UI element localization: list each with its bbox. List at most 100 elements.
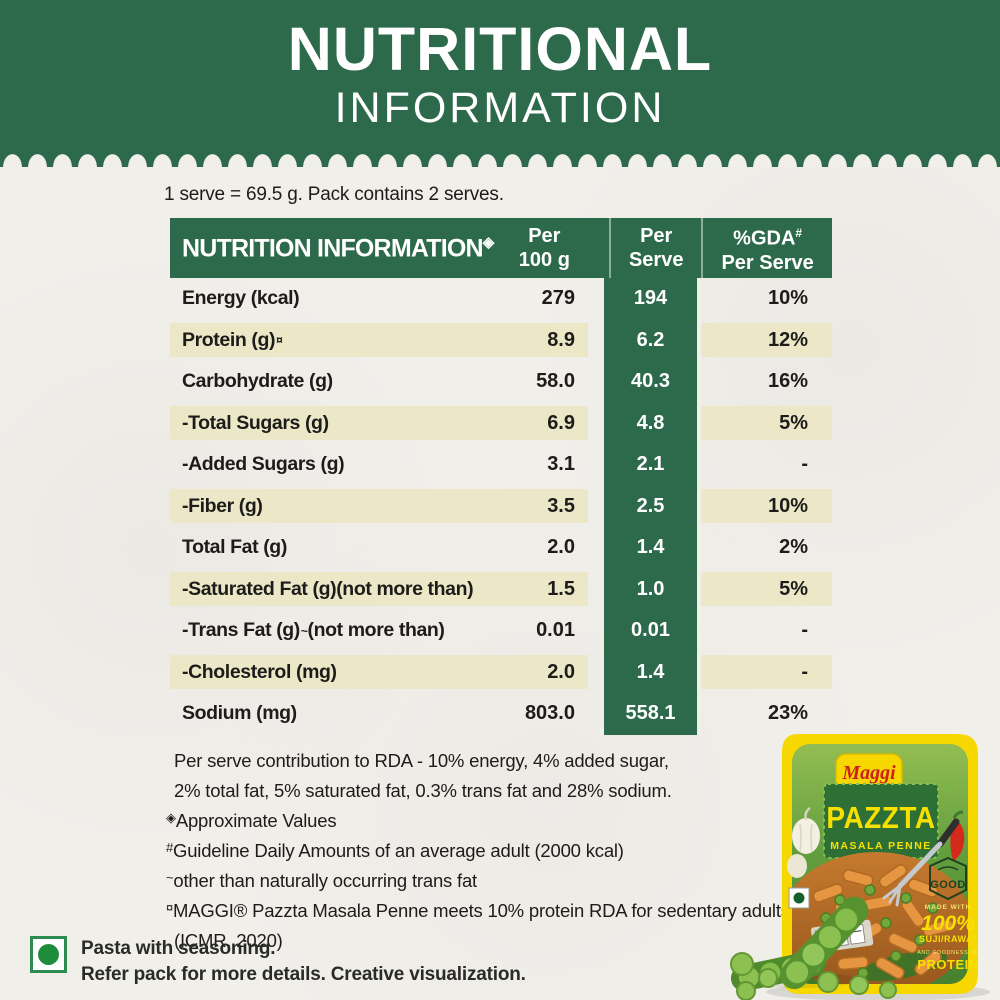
claim-suji-rawa: SUJI/RAWA* <box>919 934 977 944</box>
good-badge: GOOD <box>929 856 967 901</box>
nutrient-label: Carbohydrate (g) <box>182 370 333 393</box>
product-pack-illustration: Maggi PAZZTA MASALA PENNE <box>730 734 990 1000</box>
good-badge-text: GOOD <box>930 879 966 891</box>
pazzta-wordmark: PAZZTA <box>826 801 935 836</box>
footnote-line: ~other than naturally occurring trans fa… <box>166 870 477 891</box>
per-serve-value: 4.8 <box>600 402 701 444</box>
per-serve-value: 1.0 <box>600 568 701 610</box>
column-header-gda: %GDA# Per Serve <box>721 226 814 274</box>
made-with-text: MADE WITH <box>925 904 972 911</box>
gda-value: 5% <box>701 568 832 610</box>
variant-text: MASALA PENNE <box>830 840 932 852</box>
disclaimer-line2: Refer pack for more details. Creative vi… <box>81 964 526 985</box>
nutrient-label: Total Fat (g) <box>182 536 287 559</box>
banner-title-line2: INFORMATION <box>334 83 666 132</box>
per-100g-value: 3.1 <box>547 453 575 476</box>
table-row: -Fiber (g) 3.5 2.5 10% <box>170 485 832 527</box>
gda-value: 5% <box>701 402 832 444</box>
table-title-text: NUTRITION INFORMATION <box>182 234 484 263</box>
footnote-line: #Guideline Daily Amounts of an average a… <box>166 840 624 861</box>
claim-100pct: 100% <box>921 912 975 935</box>
approximate-symbol: ◈ <box>482 233 495 251</box>
footnote-line: (ICMR, 2020) <box>174 930 283 951</box>
table-row: Sodium (mg) 803.0 558.1 23% <box>170 693 832 735</box>
product-pack: Maggi PAZZTA MASALA PENNE <box>728 728 1000 1000</box>
per-serve-value: 1.4 <box>600 651 701 693</box>
nutrient-label: Protein (g) ¤ <box>170 319 483 361</box>
per-serve-value: 6.2 <box>600 319 701 361</box>
gda-value: 10% <box>767 287 808 310</box>
table-title: NUTRITION INFORMATION◈ <box>170 233 494 263</box>
per-serve-value: 2.1 <box>600 444 701 486</box>
per-100g-value: 2.0 <box>547 536 575 559</box>
per-100g-value: 803.0 <box>524 702 575 725</box>
gda-value: 2% <box>779 536 808 559</box>
per-serve-value: 1.4 <box>600 527 701 569</box>
garlic-icon <box>787 806 820 878</box>
nutrient-label: -Cholesterol (mg) <box>170 651 483 693</box>
footnote-line: ¤MAGGI® Pazzta Masala Penne meets 10% pr… <box>166 900 790 921</box>
table-row: -Total Sugars (g) 6.9 4.8 5% <box>170 402 832 444</box>
footnote-line: ◈Approximate Values <box>166 810 337 831</box>
nutrient-label: Energy (kcal) <box>182 287 300 310</box>
per-serve-value: 40.3 <box>600 361 701 403</box>
per-100g-value: 279 <box>541 287 575 310</box>
table-row: -Trans Fat (g) ~ (not more than) 0.01 0.0… <box>170 610 832 652</box>
nutrient-label: -Saturated Fat (g)(not more than) <box>170 568 483 610</box>
pea-pods <box>730 896 897 1000</box>
table-row: Carbohydrate (g) 58.0 40.3 16% <box>170 361 832 403</box>
nutrient-label: -Added Sugars (g) <box>182 453 345 476</box>
per-100g-value: 1.5 <box>483 568 588 610</box>
scalloped-edge <box>0 150 1000 167</box>
table-row: Energy (kcal) 279 194 10% <box>170 278 832 320</box>
per-100g-value: 58.0 <box>536 370 575 393</box>
disclaimer-text: Pasta with seasoning. Refer pack for mor… <box>81 936 526 988</box>
per-serve-value: 2.5 <box>600 485 701 527</box>
per-100g-value: 0.01 <box>536 619 575 642</box>
table-row: Protein (g) ¤ 8.9 6.2 12% <box>170 319 832 361</box>
footnotes: Per serve contribution to RDA - 10% ener… <box>166 744 790 954</box>
banner: NUTRITIONAL INFORMATION <box>0 0 1000 150</box>
table-row: -Added Sugars (g) 3.1 2.1 - <box>170 444 832 486</box>
gda-value: 12% <box>701 319 832 361</box>
table-header: NUTRITION INFORMATION◈ Per 100 g Per Serve… <box>170 218 832 278</box>
nutrient-label: -Fiber (g) <box>170 485 483 527</box>
per-100g-value: 6.9 <box>483 402 588 444</box>
vegetarian-mark-icon <box>30 936 67 973</box>
pazzta-stamp: PAZZTA MASALA PENNE <box>823 783 939 859</box>
gda-value: - <box>701 651 832 693</box>
per-serve-value: 0.01 <box>600 610 701 652</box>
pack-veg-mark-icon <box>788 887 810 909</box>
claim-protein: PROTEIN <box>917 957 978 972</box>
footnote-line: Per serve contribution to RDA - 10% ener… <box>174 750 669 771</box>
table-row: -Saturated Fat (g)(not more than) 1.5 1.… <box>170 568 832 610</box>
per-100g-value: 2.0 <box>483 651 588 693</box>
per-100g-value: 8.9 <box>483 319 588 361</box>
gda-value: 23% <box>767 702 808 725</box>
nutrient-label: Sodium (mg) <box>182 702 297 725</box>
per-serve-value: 194 <box>600 278 701 320</box>
footnote-line: 2% total fat, 5% saturated fat, 0.3% tra… <box>174 780 672 801</box>
per-100g-value: 3.5 <box>483 485 588 527</box>
gda-value: - <box>801 619 808 642</box>
table-row: Total Fat (g) 2.0 1.4 2% <box>170 527 832 569</box>
gda-value: 16% <box>767 370 808 393</box>
nutrient-label: -Total Sugars (g) <box>170 402 483 444</box>
per-serve-value: 558.1 <box>600 693 701 735</box>
column-header-per-serve: Per Serve <box>609 218 704 278</box>
nutrient-label: -Trans Fat (g) ~ (not more than) <box>182 619 445 642</box>
banner-title-line1: NUTRITIONAL <box>287 15 713 84</box>
pea-sprig <box>942 781 952 791</box>
disclaimer: Pasta with seasoning. Refer pack for mor… <box>30 936 526 988</box>
column-header-per-100g: Per 100 g <box>518 225 570 271</box>
gda-value: - <box>801 453 808 476</box>
vegetarian-dot <box>38 944 59 965</box>
gda-value: 10% <box>701 485 832 527</box>
serving-note: 1 serve = 69.5 g. Pack contains 2 serves… <box>164 184 504 205</box>
nutrition-table: NUTRITION INFORMATION◈ Per 100 g Per Serve… <box>170 218 832 735</box>
maggi-logo-text: Maggi <box>841 762 896 784</box>
fork-icon <box>882 818 960 907</box>
table-row: -Cholesterol (mg) 2.0 1.4 - <box>170 651 832 693</box>
disclaimer-line1: Pasta with seasoning. <box>81 938 276 959</box>
